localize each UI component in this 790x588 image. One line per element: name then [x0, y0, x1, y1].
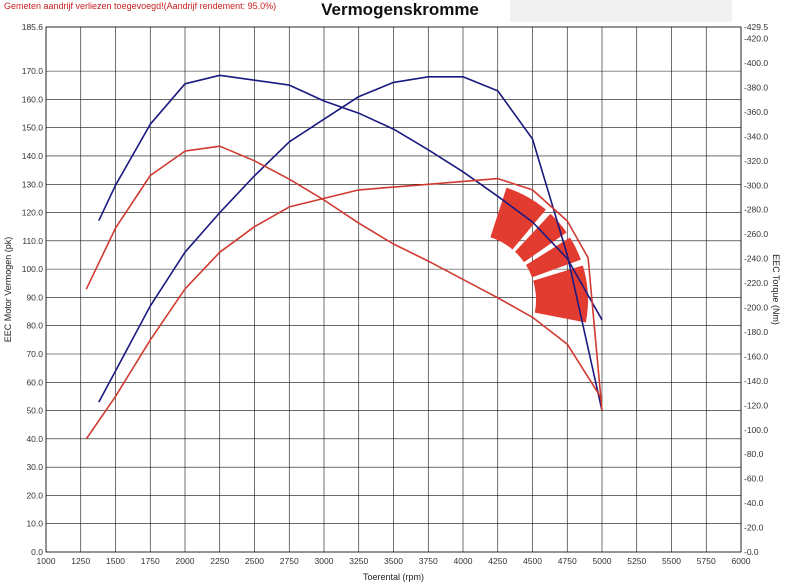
x-tick-label: 5250 [627, 556, 646, 566]
x-tick-label: 1250 [71, 556, 90, 566]
plot-frame [45, 26, 742, 553]
logo-wedge [490, 187, 546, 250]
y2-tick-label: -40.0 [744, 498, 764, 508]
y-tick-label: 100.0 [22, 264, 44, 274]
y2-tick-label: -120.0 [744, 400, 768, 410]
y-tick-labels: 0.0 10.0 20.0 30.0 40.0 50.0 60.0 70.0 80.0 90.0 1… [22, 22, 44, 557]
y2-tick-label: -60.0 [744, 474, 764, 484]
y-tick-label: 170.0 [22, 66, 44, 76]
y-tick-label: 80.0 [26, 321, 43, 331]
y2-axis-label: EEC Torque (Nm) [771, 254, 781, 325]
x-tick-label: 3500 [384, 556, 403, 566]
y2-tick-label: -340.0 [744, 131, 768, 141]
logo-wedge [533, 265, 588, 323]
x-tick-label: 2250 [210, 556, 229, 566]
y2-tick-label: -360.0 [744, 107, 768, 117]
y-tick-label: 70.0 [26, 349, 43, 359]
y2-tick-label: -200.0 [744, 303, 768, 313]
x-axis-label: Toerental (rpm) [363, 572, 424, 582]
logo-wedge [525, 237, 581, 278]
logo-wedge [515, 213, 567, 263]
y-tick-label: 20.0 [26, 490, 43, 500]
y2-tick-label: -380.0 [744, 83, 768, 93]
y-axis-label: EEC Motor Vermogen (pk) [3, 237, 13, 343]
y-tick-label: 0.0 [31, 547, 43, 557]
y2-tick-label: -320.0 [744, 156, 768, 166]
y2-tick-label: -0.0 [744, 547, 759, 557]
x-tick-label: 2000 [176, 556, 195, 566]
logo-mark [490, 187, 588, 323]
x-tick-label: 2500 [245, 556, 264, 566]
y2-tick-label: -80.0 [744, 449, 764, 459]
y2-tick-label: -420.0 [744, 34, 768, 44]
y-tick-label: 140.0 [22, 151, 44, 161]
x-tick-label: 3250 [349, 556, 368, 566]
y-tick-label: 10.0 [26, 519, 43, 529]
x-tick-label: 3000 [315, 556, 334, 566]
y2-tick-label: -20.0 [744, 523, 764, 533]
x-tick-label: 5000 [593, 556, 612, 566]
y2-tick-labels: -0.0 -20.0 -40.0 -60.0 -80.0 -100.0 -120.0 -140… [744, 22, 768, 557]
x-tick-labels: 1000 1250 1500 1750 2000 2250 2500 2750 3000 3250… [37, 556, 751, 566]
x-tick-label: 4250 [488, 556, 507, 566]
y-tick-label: 90.0 [26, 292, 43, 302]
x-tick-label: 4000 [454, 556, 473, 566]
y-tick-label: 40.0 [26, 434, 43, 444]
y2-tick-label: -400.0 [744, 58, 768, 68]
x-tick-label: 4500 [523, 556, 542, 566]
y2-tick-label: -280.0 [744, 205, 768, 215]
x-tick-label: 1750 [141, 556, 160, 566]
x-tick-label: 5500 [662, 556, 681, 566]
x-tick-label: 1000 [37, 556, 56, 566]
y2-tick-label: -180.0 [744, 327, 768, 337]
y-tick-label: 30.0 [26, 462, 43, 472]
y-tick-label: 50.0 [26, 406, 43, 416]
title-panel [510, 0, 732, 22]
y2-tick-label: -160.0 [744, 351, 768, 361]
y2-tick-label: -260.0 [744, 229, 768, 239]
red-left-series-line [85, 177, 603, 440]
x-tick-label: 6000 [732, 556, 751, 566]
y-tick-label: 150.0 [22, 123, 44, 133]
y-tick-label: 130.0 [22, 179, 44, 189]
y-tick-label: 60.0 [26, 377, 43, 387]
y2-tick-label: -100.0 [744, 425, 768, 435]
y-tick-label: 160.0 [22, 94, 44, 104]
x-tick-label: 4750 [558, 556, 577, 566]
chart-title: Vermogenskromme [321, 0, 479, 19]
grid [45, 26, 742, 553]
drive-loss-note: Gemeten aandrijf verliezen toegevoegd!(A… [4, 1, 277, 11]
y2-tick-label: -300.0 [744, 180, 768, 190]
x-tick-label: 3750 [419, 556, 438, 566]
y-tick-label: 110.0 [22, 236, 43, 246]
red-right-series-line [85, 145, 603, 400]
y2-tick-label: -140.0 [744, 376, 768, 386]
y-tick-label: 185.6 [22, 22, 44, 32]
x-tick-label: 5750 [697, 556, 716, 566]
y2-tick-label: -220.0 [744, 278, 768, 288]
x-tick-label: 1500 [106, 556, 125, 566]
y-tick-label: 120.0 [22, 208, 44, 218]
y2-tick-label: -429.5 [744, 22, 768, 32]
y2-tick-label: -240.0 [744, 254, 768, 264]
series-lines [85, 74, 603, 440]
x-tick-label: 2750 [280, 556, 299, 566]
blue-right-series-line [98, 74, 603, 321]
